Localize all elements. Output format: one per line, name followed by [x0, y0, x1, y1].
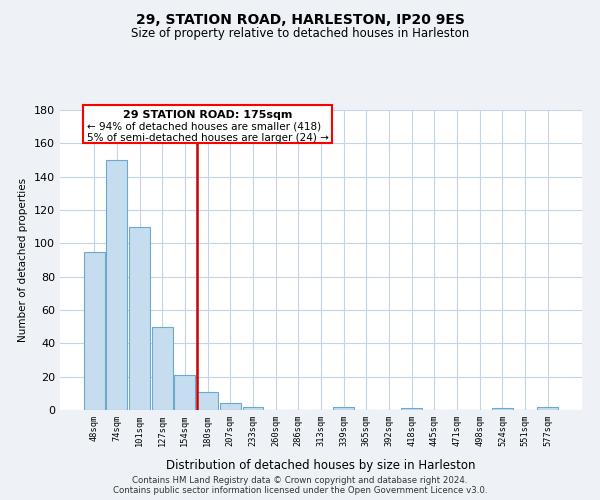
Bar: [129, 226, 150, 410]
Bar: [152, 326, 173, 410]
Text: ← 94% of detached houses are smaller (418): ← 94% of detached houses are smaller (41…: [88, 122, 322, 132]
Text: 29, STATION ROAD, HARLESTON, IP20 9ES: 29, STATION ROAD, HARLESTON, IP20 9ES: [136, 12, 464, 26]
Bar: [220, 404, 241, 410]
Bar: [197, 392, 218, 410]
Bar: [333, 406, 354, 410]
Bar: [538, 406, 558, 410]
Text: Contains public sector information licensed under the Open Government Licence v3: Contains public sector information licen…: [113, 486, 487, 495]
Text: Distribution of detached houses by size in Harleston: Distribution of detached houses by size …: [166, 460, 476, 472]
Text: Contains HM Land Registry data © Crown copyright and database right 2024.: Contains HM Land Registry data © Crown c…: [132, 476, 468, 485]
Text: 29 STATION ROAD: 175sqm: 29 STATION ROAD: 175sqm: [123, 110, 292, 120]
Bar: [242, 406, 263, 410]
Bar: [492, 408, 513, 410]
Text: Size of property relative to detached houses in Harleston: Size of property relative to detached ho…: [131, 28, 469, 40]
Bar: [175, 375, 196, 410]
Text: 5% of semi-detached houses are larger (24) →: 5% of semi-detached houses are larger (2…: [88, 134, 329, 143]
Bar: [401, 408, 422, 410]
FancyBboxPatch shape: [83, 105, 332, 144]
Bar: [84, 252, 104, 410]
Bar: [106, 160, 127, 410]
Y-axis label: Number of detached properties: Number of detached properties: [19, 178, 28, 342]
